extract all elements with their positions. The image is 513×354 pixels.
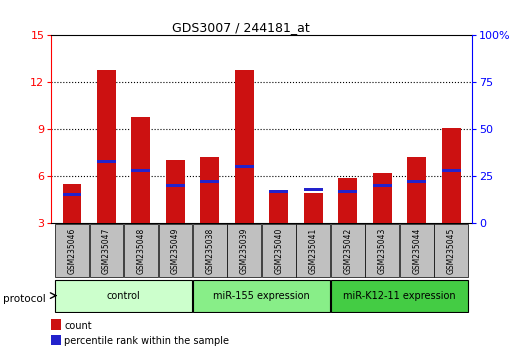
Bar (339, 190, 358, 193)
Text: GSM235039: GSM235039 (240, 227, 249, 274)
Bar (373, 173, 392, 223)
Bar (97, 70, 116, 223)
Bar (262, 224, 296, 277)
Bar (269, 190, 288, 193)
Bar (193, 224, 227, 277)
Bar (97, 160, 116, 162)
Bar (55, 224, 89, 277)
Text: GSM235048: GSM235048 (136, 227, 146, 274)
Bar (407, 157, 426, 223)
Bar (365, 224, 399, 277)
Bar (227, 224, 261, 277)
Text: GSM235044: GSM235044 (412, 227, 421, 274)
Bar (442, 128, 461, 223)
Text: GSM235038: GSM235038 (205, 227, 214, 274)
Bar (63, 184, 82, 223)
Text: miR-K12-11 expression: miR-K12-11 expression (343, 291, 456, 301)
Bar (131, 169, 150, 172)
Bar (90, 224, 123, 277)
Text: GSM235049: GSM235049 (171, 227, 180, 274)
Text: GSM235045: GSM235045 (447, 227, 456, 274)
Text: GSM235042: GSM235042 (343, 227, 352, 274)
Bar (373, 184, 392, 187)
Bar (201, 180, 220, 183)
Bar (304, 188, 323, 191)
Bar (235, 70, 254, 223)
Bar (269, 190, 288, 223)
Bar (131, 117, 150, 223)
Bar (331, 280, 468, 312)
Bar (166, 184, 185, 187)
Title: GDS3007 / 244181_at: GDS3007 / 244181_at (172, 21, 309, 34)
Text: miR-155 expression: miR-155 expression (213, 291, 310, 301)
Bar (63, 194, 82, 196)
Bar (235, 165, 254, 168)
Text: GSM235046: GSM235046 (68, 227, 76, 274)
Text: percentile rank within the sample: percentile rank within the sample (64, 336, 229, 346)
Text: GSM235041: GSM235041 (309, 227, 318, 274)
Text: GSM235040: GSM235040 (274, 227, 283, 274)
Bar (297, 224, 330, 277)
Bar (304, 193, 323, 223)
Bar (166, 160, 185, 223)
Text: GSM235047: GSM235047 (102, 227, 111, 274)
Bar (442, 169, 461, 172)
Bar (407, 180, 426, 183)
Bar (339, 178, 358, 223)
Bar (124, 224, 158, 277)
Bar (193, 280, 330, 312)
Bar (159, 224, 192, 277)
Text: GSM235043: GSM235043 (378, 227, 387, 274)
Text: protocol: protocol (3, 294, 45, 304)
Text: control: control (107, 291, 141, 301)
Bar (400, 224, 433, 277)
Bar (331, 224, 365, 277)
Bar (201, 157, 220, 223)
Bar (435, 224, 468, 277)
Text: count: count (64, 321, 92, 331)
Bar (55, 280, 192, 312)
